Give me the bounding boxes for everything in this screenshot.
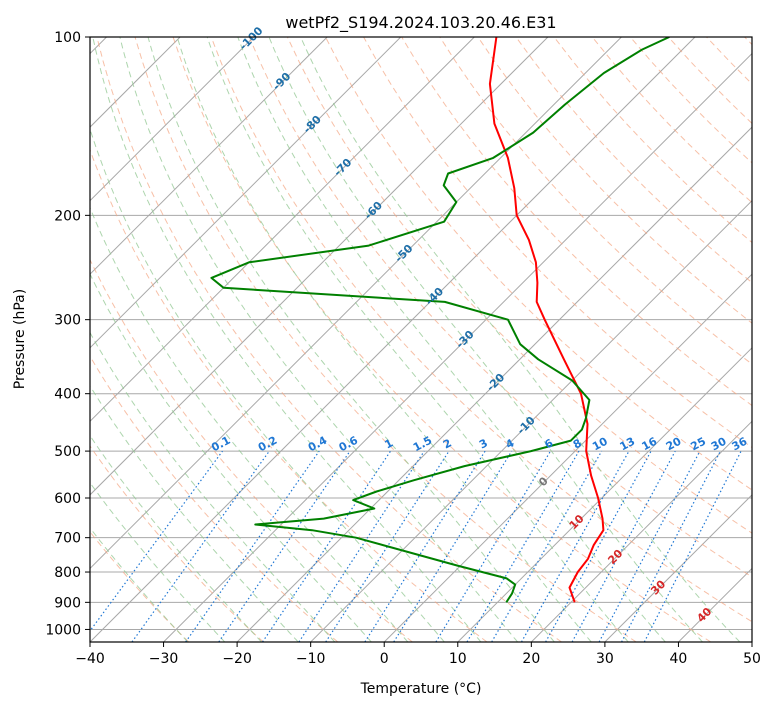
y-tick-label: 300 <box>54 313 81 329</box>
mixing-ratio-label: 25 <box>688 435 708 454</box>
x-tick-label: 30 <box>596 651 614 667</box>
y-tick-label: 100 <box>54 30 81 46</box>
mixing-ratio-line <box>571 450 676 642</box>
dry-adiabat <box>248 37 752 578</box>
x-tick-label: −40 <box>75 651 105 667</box>
mixing-ratio-label: 30 <box>709 435 729 454</box>
mixing-ratio-line <box>435 450 551 642</box>
x-tick-label: −20 <box>222 651 252 667</box>
y-tick-label: 1000 <box>45 622 81 638</box>
mixing-ratio-line <box>364 450 486 642</box>
mixing-ratio-label: 13 <box>618 435 638 454</box>
isotherm-line <box>90 37 475 423</box>
x-tick-label: 20 <box>522 651 540 667</box>
dewpoint-profile <box>210 37 670 603</box>
isotherm-line <box>457 347 752 642</box>
mixing-ratio-line <box>393 450 513 642</box>
dry-adiabat <box>90 445 264 642</box>
isotherm-line <box>604 494 752 642</box>
isotherm-line <box>90 37 549 496</box>
mixing-ratio-line <box>325 450 450 642</box>
moist-adiabat <box>90 434 262 642</box>
isotherm-line <box>530 420 752 642</box>
mixing-ratio-label: 20 <box>664 434 684 453</box>
mixing-ratio-line <box>491 450 603 642</box>
dry-adiabat <box>134 37 637 642</box>
mixing-ratio-label: 16 <box>640 434 660 453</box>
dry-adiabat <box>325 37 752 491</box>
moist-adiabat <box>237 37 666 642</box>
moist-adiabat <box>300 37 741 642</box>
isotherm-line <box>236 126 752 642</box>
dry-adiabat <box>172 37 712 642</box>
isotherm-line <box>90 37 402 349</box>
x-axis-label: Temperature (°C) <box>360 681 482 697</box>
background-lines <box>90 37 752 642</box>
isotherm-line <box>90 37 255 202</box>
mixing-ratio-line <box>185 450 320 642</box>
dry-adiabat <box>96 37 562 642</box>
x-tick-label: 10 <box>449 651 467 667</box>
isotherm-line <box>90 37 328 275</box>
y-tick-label: 400 <box>54 387 81 403</box>
dry-adiabat <box>90 258 413 642</box>
mixing-ratio-line <box>545 450 652 642</box>
mixing-ratio-line <box>218 450 351 642</box>
y-tick-label: 600 <box>54 491 81 507</box>
isotherm-line <box>90 37 622 570</box>
dry-adiabat <box>286 37 752 534</box>
moist-adiabat <box>147 37 555 642</box>
y-tick-label: 800 <box>54 565 81 581</box>
x-tick-label: −10 <box>296 651 326 667</box>
dry-adiabat <box>210 37 752 623</box>
plot-background <box>90 37 752 642</box>
y-axis-label: Pressure (hPa) <box>12 289 28 389</box>
isotherm-line <box>163 52 752 642</box>
x-tick-label: 0 <box>380 651 389 667</box>
moist-adiabat <box>90 481 226 642</box>
isotherm-line <box>383 273 752 642</box>
moist-adiabat <box>206 37 629 642</box>
y-tick-label: 500 <box>54 444 81 460</box>
moist-adiabat <box>90 127 445 642</box>
mixing-ratio-label: 36 <box>730 435 750 454</box>
chart-title: wetPf2_S194.2024.103.20.46.E31 <box>285 13 556 33</box>
x-tick-label: 50 <box>743 651 761 667</box>
isotherm-line <box>90 37 696 642</box>
x-tick-label: −30 <box>149 651 179 667</box>
temperature-profile <box>488 37 605 603</box>
moist-adiabat <box>92 37 482 642</box>
y-tick-label: 200 <box>54 208 81 224</box>
moist-adiabat <box>176 37 592 642</box>
y-tick-label: 700 <box>54 531 81 547</box>
dry-adiabat <box>90 355 339 642</box>
mixing-ratio-line <box>520 450 630 642</box>
sounding-profiles <box>210 37 670 603</box>
plot-frame <box>89 36 753 643</box>
moist-adiabat <box>90 206 409 642</box>
mixing-ratio-line <box>466 450 580 642</box>
x-tick-label: 40 <box>670 651 688 667</box>
y-tick-label: 900 <box>54 595 81 611</box>
mixing-ratio-label: 10 <box>590 435 610 454</box>
axes-ticks: −40 −30 −20 −10 0 10 20 30 40 50 100 200 300 400 500 60… <box>45 30 761 667</box>
